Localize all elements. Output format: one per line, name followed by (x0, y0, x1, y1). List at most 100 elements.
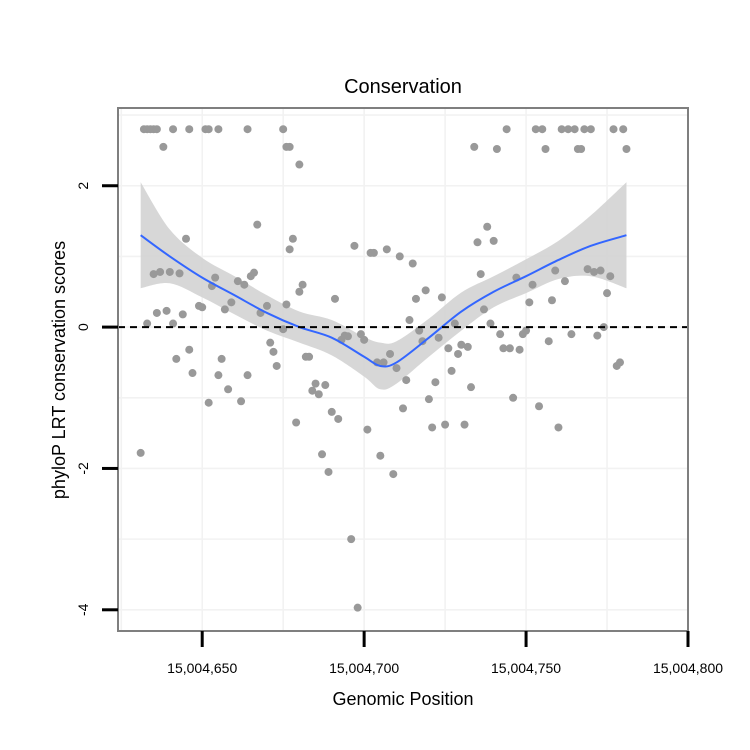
data-point (606, 272, 615, 281)
data-point (318, 450, 327, 459)
data-point (567, 330, 576, 339)
data-point (217, 354, 226, 363)
data-point (250, 268, 259, 277)
data-point (185, 345, 194, 354)
data-point (408, 259, 417, 268)
data-point (292, 418, 301, 427)
data-point (541, 144, 550, 153)
data-point (441, 420, 450, 429)
data-point (288, 234, 297, 243)
data-point (395, 252, 404, 261)
data-points-layer (136, 125, 631, 612)
data-point (560, 277, 569, 286)
data-point (437, 293, 446, 302)
data-point (353, 603, 362, 612)
data-point (169, 319, 178, 328)
data-point (279, 325, 288, 334)
data-point (152, 308, 161, 317)
data-point (224, 385, 233, 394)
data-point (450, 319, 459, 328)
data-point (402, 376, 411, 385)
data-point (343, 332, 352, 341)
data-point (334, 414, 343, 423)
data-point (399, 404, 407, 413)
x-axis: 15,004,650 15,004,700 15,004,750 15,004,800 (167, 631, 723, 676)
y-axis-label: phyloP LRT conservation scores (49, 241, 69, 499)
data-point (454, 349, 463, 358)
data-point (405, 316, 414, 325)
data-point (457, 340, 466, 349)
data-point (428, 423, 437, 432)
y-tick-label: -4 (75, 603, 91, 616)
data-point (470, 142, 479, 151)
data-point (434, 333, 443, 342)
data-point (308, 386, 317, 395)
smooth-line-layer (140, 234, 627, 368)
x-tick-label: 15,004,750 (491, 660, 561, 676)
data-point (266, 338, 275, 347)
data-point (547, 296, 556, 305)
data-point (298, 280, 307, 289)
data-point (463, 342, 472, 351)
data-point (285, 245, 294, 254)
data-point (152, 125, 161, 134)
data-point (509, 393, 518, 402)
y-tick-label: 0 (75, 323, 91, 331)
data-point (211, 273, 220, 282)
data-point (204, 398, 213, 407)
data-point (486, 319, 495, 328)
data-point (583, 265, 592, 274)
x-tick-label: 15,004,650 (167, 660, 237, 676)
data-point (619, 125, 628, 134)
data-point (182, 234, 191, 243)
data-point (172, 354, 181, 363)
data-point (162, 306, 171, 315)
data-point (411, 294, 420, 303)
data-point (444, 344, 453, 353)
data-point (198, 303, 207, 312)
data-point (386, 349, 395, 358)
data-point (282, 300, 291, 309)
data-point (311, 379, 320, 388)
data-point (615, 358, 624, 367)
data-point (538, 125, 547, 134)
data-point (535, 402, 544, 411)
data-point (243, 125, 252, 134)
data-point (557, 125, 566, 134)
data-point (460, 420, 469, 429)
data-point (169, 125, 178, 134)
data-point (379, 358, 388, 367)
data-point (577, 144, 586, 153)
data-point (136, 448, 145, 457)
data-point (479, 305, 488, 314)
data-point (185, 125, 194, 134)
data-point (243, 371, 252, 380)
data-point (544, 337, 553, 346)
data-point (369, 248, 378, 257)
data-point (502, 125, 511, 134)
data-point (159, 142, 168, 151)
y-tick-label: 2 (75, 182, 91, 190)
data-point (424, 395, 433, 404)
data-point (609, 125, 618, 134)
data-point (593, 331, 602, 340)
y-axis: -4 -2 0 2 (75, 182, 118, 616)
data-point (382, 245, 391, 254)
chart-title: Conservation (344, 76, 462, 98)
data-point (392, 364, 401, 373)
x-axis-label: Genomic Position (332, 689, 473, 709)
data-point (476, 270, 485, 279)
data-point (622, 144, 631, 153)
data-point (272, 361, 281, 370)
data-point (156, 267, 165, 276)
x-tick-label: 15,004,700 (329, 660, 399, 676)
data-point (143, 319, 152, 328)
data-point (262, 301, 271, 310)
data-point (188, 369, 197, 378)
data-point (253, 220, 262, 229)
data-point (149, 270, 158, 279)
data-point (515, 345, 524, 354)
data-point (505, 344, 514, 353)
data-point (496, 330, 505, 339)
data-point (175, 269, 184, 278)
